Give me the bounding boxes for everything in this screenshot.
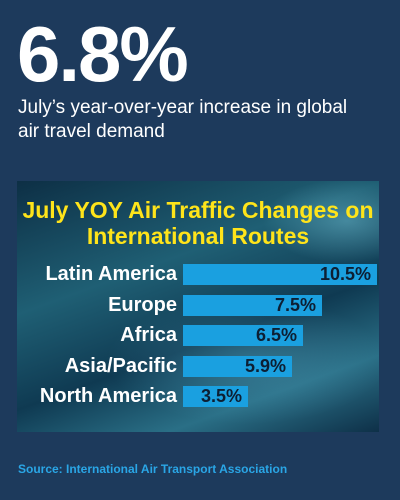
chart-panel: July YOY Air Traffic Changes on Internat… (17, 181, 379, 432)
category-label: Europe (108, 293, 177, 316)
category-label: Africa (120, 324, 177, 346)
bar: 10.5% (183, 264, 377, 285)
headline-description: July’s year-over-year increase in global… (18, 97, 348, 142)
bar: 5.9% (183, 355, 292, 377)
bar-value-label: 10.5% (319, 264, 371, 284)
source-note: Source: International Air Transport Asso… (18, 462, 288, 476)
chart-title: July YOY Air Traffic Changes on Internat… (22, 197, 374, 249)
category-label: Asia/Pacific (64, 354, 177, 377)
bar-value-label: 7.5% (274, 294, 316, 315)
bar-value-label: 6.5% (255, 325, 297, 345)
category-label: Latin America (45, 263, 177, 285)
category-label: North America (39, 385, 177, 407)
bar: 6.5% (183, 325, 303, 346)
bar-value-label: 5.9% (244, 355, 286, 376)
headline-value: 6.8% (17, 10, 189, 98)
bar-value-label: 3.5% (200, 386, 242, 406)
bar: 7.5% (183, 294, 322, 316)
bar: 3.5% (183, 386, 248, 407)
